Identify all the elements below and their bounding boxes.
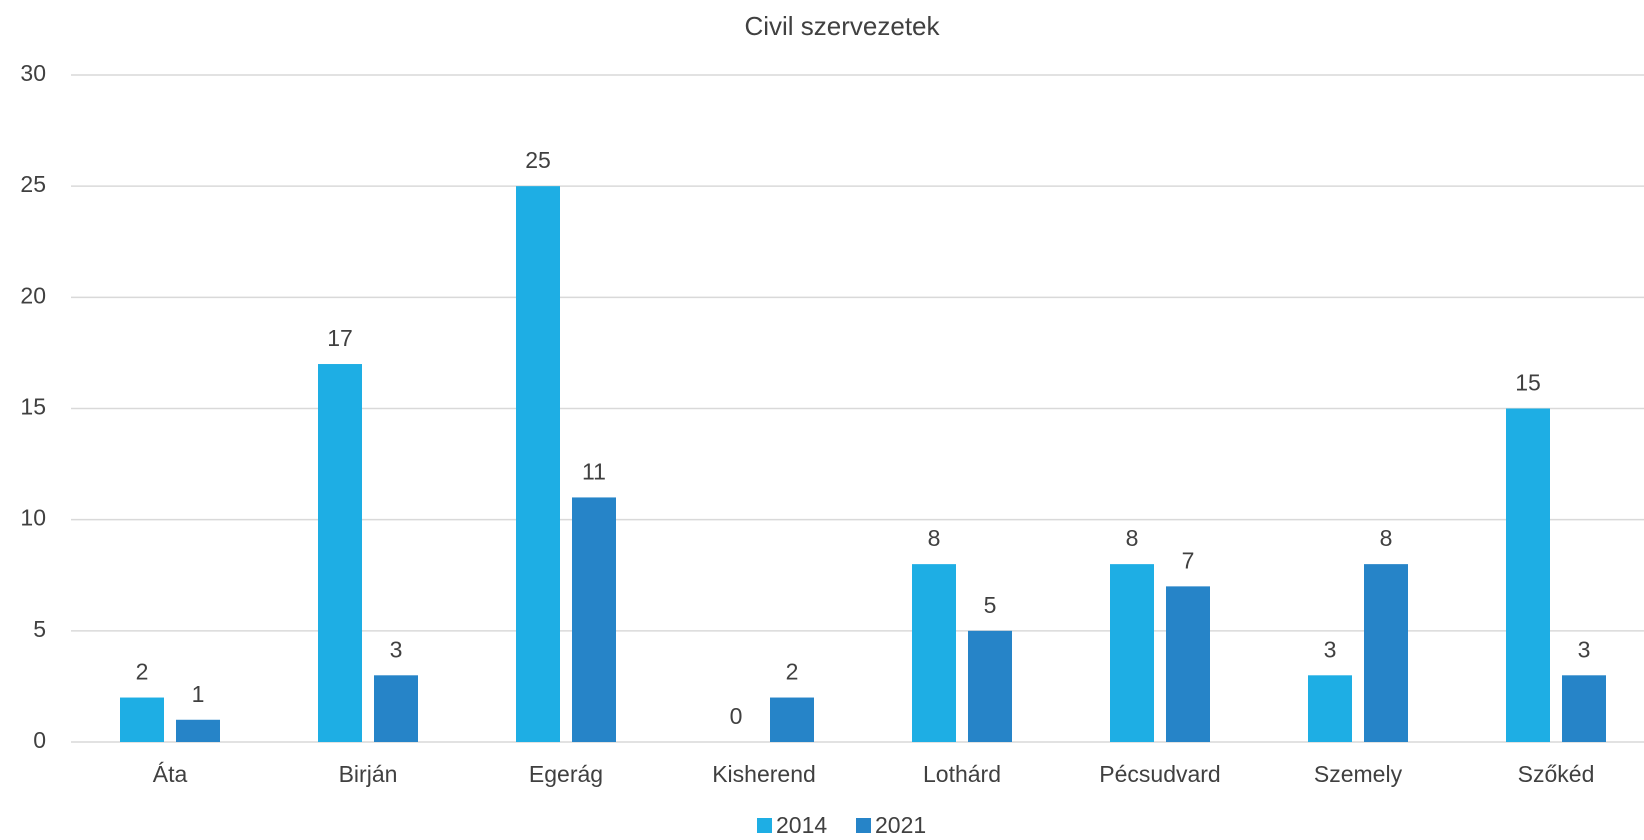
data-label: 5 [984,592,997,618]
x-tick-label: Áta [153,761,188,787]
bar [176,719,220,742]
data-label: 1 [192,681,205,707]
data-label: 8 [928,525,941,551]
legend-swatch [856,818,871,833]
bar [318,364,362,742]
data-label: 3 [390,636,403,662]
bar [516,186,560,742]
data-label: 8 [1126,525,1139,551]
bar [1364,564,1408,742]
bar [120,697,164,742]
bar [1166,586,1210,742]
data-label: 8 [1380,525,1393,551]
bar [1110,564,1154,742]
data-label: 2 [136,659,149,685]
y-tick-label: 0 [33,727,46,753]
x-tick-label: Szőkéd [1518,761,1595,787]
data-label: 2 [786,659,799,685]
x-tick-label: Pécsudvard [1099,761,1220,787]
legend-label: 2021 [875,812,926,838]
y-tick-label: 25 [20,171,46,197]
y-tick-label: 30 [20,60,46,86]
bar [968,630,1012,742]
x-tick-label: Lothárd [923,761,1001,787]
data-label: 25 [525,147,551,173]
data-label: 0 [730,703,743,729]
data-label: 3 [1578,636,1591,662]
x-tick-label: Birján [339,761,398,787]
bar [1506,408,1550,742]
bar [912,564,956,742]
data-label: 7 [1182,547,1195,573]
y-tick-label: 10 [20,505,46,531]
bar [374,675,418,742]
bar [572,497,616,742]
x-tick-label: Szemely [1314,761,1403,787]
data-label: 17 [327,325,353,351]
y-tick-label: 20 [20,282,46,308]
data-label: 11 [582,459,606,485]
data-label: 15 [1515,370,1541,396]
x-tick-label: Kisherend [712,761,816,787]
bar [1308,675,1352,742]
bar [770,697,814,742]
y-tick-label: 15 [20,394,46,420]
chart-title: Civil szervezetek [744,11,940,41]
y-tick-label: 5 [33,616,46,642]
legend-label: 2014 [776,812,827,838]
bar [1562,675,1606,742]
data-label: 3 [1324,636,1337,662]
x-tick-label: Egerág [529,761,603,787]
legend-swatch [757,818,772,833]
